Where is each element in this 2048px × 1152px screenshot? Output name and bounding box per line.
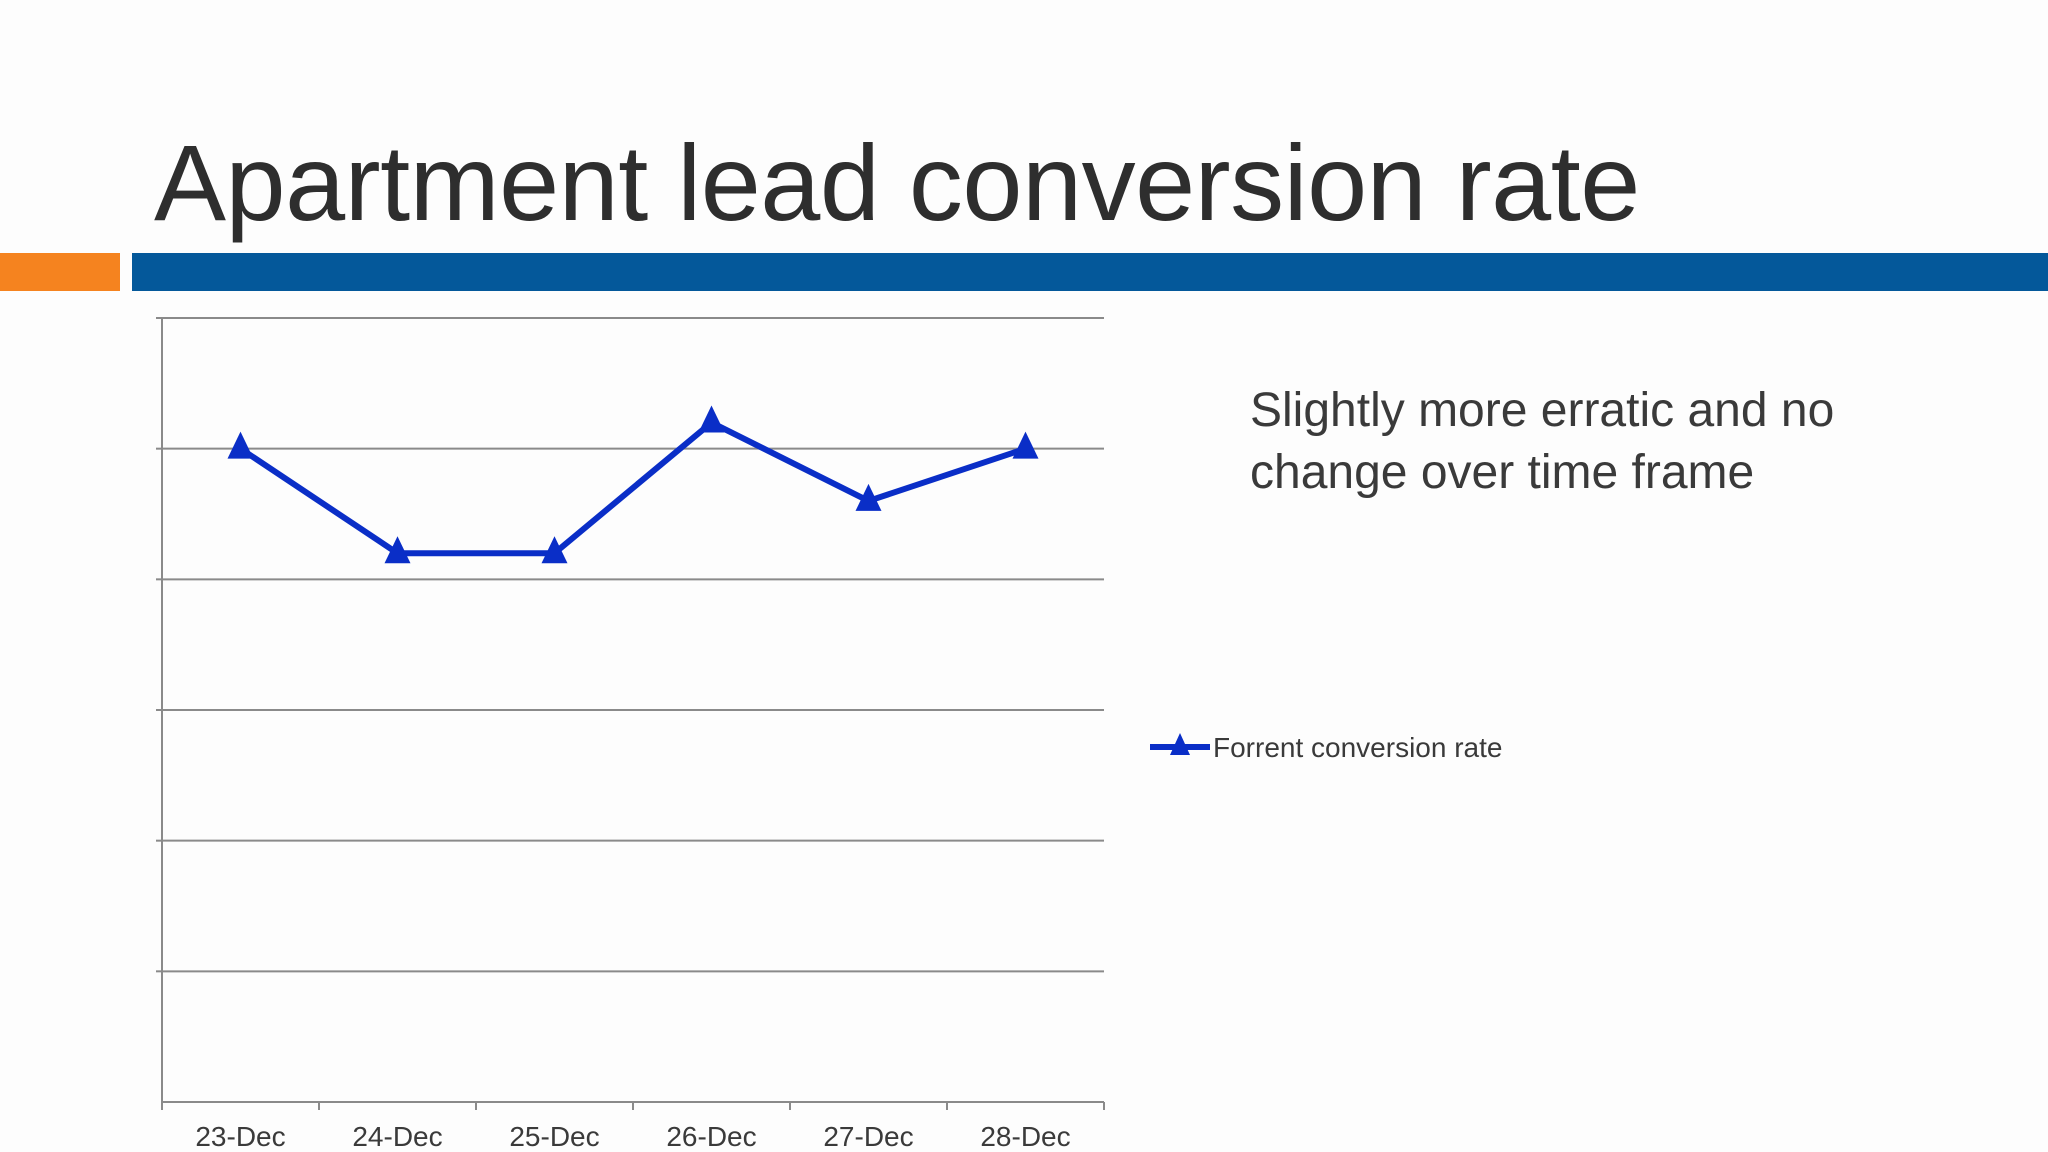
data-point-marker (855, 483, 882, 511)
data-point-marker (1012, 431, 1039, 459)
x-tick-labels: 23-Dec 24-Dec 25-Dec 26-Dec 27-Dec 28-Dec (195, 1121, 1070, 1152)
data-point-marker (384, 536, 411, 564)
series (227, 405, 1039, 564)
legend-label: Forrent conversion rate (1213, 732, 1502, 763)
legend-marker (1170, 733, 1190, 755)
x-tick-label: 26-Dec (666, 1121, 756, 1152)
slide-note: Slightly more erratic and no change over… (1250, 384, 1835, 499)
data-point-marker (541, 536, 568, 564)
x-tick-label: 28-Dec (980, 1121, 1070, 1152)
accent-bar-blue (132, 253, 2048, 291)
data-point-marker (698, 405, 725, 433)
legend: Forrent conversion rate (1150, 732, 1502, 763)
x-tick-label: 24-Dec (352, 1121, 442, 1152)
x-tick-label: 27-Dec (823, 1121, 913, 1152)
gridlines (156, 317, 1104, 973)
x-tick-label: 23-Dec (195, 1121, 285, 1152)
series-line (238, 419, 1027, 557)
accent-bar-orange (0, 253, 120, 291)
axes (161, 318, 1105, 1110)
data-point-marker (227, 431, 254, 459)
x-tick-label: 25-Dec (509, 1121, 599, 1152)
page-title: Apartment lead conversion rate (154, 122, 1640, 243)
